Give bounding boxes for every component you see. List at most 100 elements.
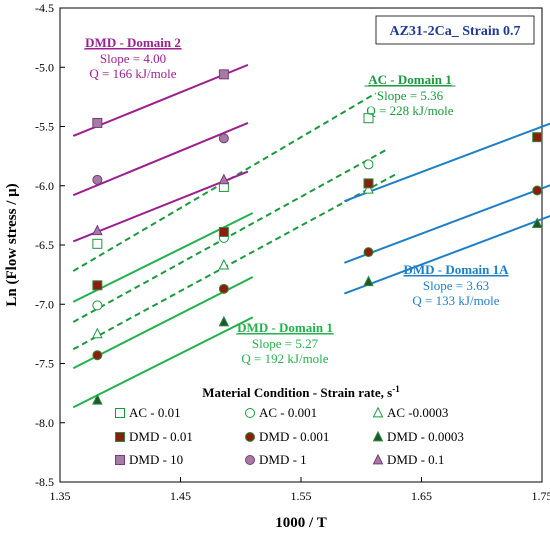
point-dmd-0-1 [92, 224, 103, 236]
annotation-title: DMD - Domain 2 [85, 35, 181, 50]
y-tick-label: -8.5 [35, 475, 54, 489]
point-dmd-1 [92, 174, 103, 185]
x-tick-label: 1.45 [170, 489, 191, 503]
annotation-slope: Slope = 3.63 [423, 278, 489, 293]
point-dmd-0-0003 [363, 275, 374, 287]
axes: 1.35 1.45 1.55 1.65 1.75 -4.5 -5.0 -5.5 -6.0 -6.5… [35, 1, 550, 503]
legend-marker [115, 455, 125, 465]
legend-item-dmd-1: DMD - 1 [245, 452, 307, 467]
legend-label: DMD - 0.0003 [387, 429, 464, 444]
y-tick-label: -8.0 [35, 416, 54, 430]
chart-title: AZ31-2Ca_ Strain 0.7 [389, 24, 520, 39]
chart-title-box: AZ31-2Ca_ Strain 0.7 [375, 15, 535, 45]
fit-line-ac [72, 171, 400, 351]
point-dmd-0-0003 [531, 217, 543, 229]
fit-line-dmd1a [344, 184, 550, 264]
legend-label: AC - 0.01 [129, 405, 181, 420]
point-ac-0-0003 [92, 327, 103, 339]
point-dmd-0-0003 [92, 393, 103, 405]
legend-marker [245, 408, 255, 418]
point-dmd-0-001 [363, 247, 374, 258]
point-ac-0-01 [92, 238, 103, 249]
legend-item-ac-0-01: AC - 0.01 [115, 405, 181, 420]
annotation-q: Q = 192 kJ/mole [241, 351, 328, 366]
annotation-title: AC - Domain 1 [368, 72, 451, 87]
y-tick-label: -7.0 [35, 297, 54, 311]
legend-item-ac-0-001: AC - 0.001 [245, 405, 317, 420]
y-tick-label: -5.0 [35, 60, 54, 74]
legend-title: Material Condition - Strain rate, s-1 [202, 384, 400, 400]
point-ac-0-0003 [363, 183, 374, 194]
x-tick-label: 1.55 [291, 489, 312, 503]
x-axis-title: 1000 / T [275, 515, 326, 531]
legend-item-dmd-0-01: DMD - 0.01 [115, 429, 193, 444]
point-ac-0-001 [363, 159, 374, 170]
legend-item-dmd-10: DMD - 10 [115, 452, 183, 467]
point-dmd-0-1 [218, 173, 230, 185]
point-dmd-10 [218, 69, 229, 80]
y-tick-label: -5.5 [35, 120, 54, 134]
point-dmd-1 [218, 133, 229, 144]
annotation-slope: Slope = 5.36 [377, 88, 444, 103]
point-dmd-0-0003 [218, 315, 230, 327]
point-dmd-0-01 [363, 178, 374, 189]
point-dmd-0-001 [218, 283, 229, 294]
point-dmd-10 [92, 117, 103, 128]
fit-line-dmd1a [344, 122, 550, 203]
annotation-title: DMD - Domain 1 [237, 320, 333, 335]
annotation-q: Q = 166 kJ/mole [89, 66, 176, 81]
legend-marker [115, 432, 125, 442]
y-tick-label: -6.0 [35, 179, 54, 193]
annotation-title: DMD - Domain 1A [403, 262, 509, 277]
legend-label: DMD - 10 [129, 452, 183, 467]
fit-line-dmd2 [72, 63, 249, 137]
y-tick-label: -7.5 [35, 357, 54, 371]
x-tick-label: 1.35 [50, 489, 71, 503]
legend-title-text: Material Condition - Strain rate, s [202, 385, 392, 400]
annotation-q: Q = 133 kJ/mole [412, 293, 499, 308]
legend-item-dmd-0-0003: DMD - 0.0003 [372, 429, 464, 444]
point-ac-0-01 [363, 113, 374, 124]
legend-label: AC -0.0003 [387, 405, 448, 420]
y-axis-title: Ln (Flow stress / μ) [4, 183, 20, 306]
y-tick-label: -4.5 [35, 1, 54, 15]
point-dmd-0-01 [92, 280, 103, 291]
legend-item-ac-0-0003: AC -0.0003 [372, 405, 448, 420]
data-points [92, 69, 543, 405]
point-dmd-0-01 [218, 226, 229, 237]
legend-label: DMD - 0.01 [129, 429, 193, 444]
y-axis-title-text: Ln (Flow stress / μ) [4, 183, 20, 306]
legend-marker [372, 406, 384, 418]
annotation-slope: Slope = 5.27 [252, 336, 319, 351]
legend-marker [372, 453, 384, 465]
legend-marker [245, 455, 255, 465]
x-tick-label: 1.65 [411, 489, 432, 503]
point-dmd-0-01 [532, 132, 543, 143]
legend-label: DMD - 0.001 [259, 429, 329, 444]
legend-title-sup: -1 [392, 384, 400, 394]
legend-item-dmd-0-001: DMD - 0.001 [245, 429, 329, 444]
point-dmd-0-001 [92, 350, 103, 361]
fit-line-dmd1a [344, 215, 550, 295]
annotation-slope: Slope = 4.00 [100, 51, 166, 66]
point-ac-0-001 [92, 300, 103, 311]
fit-line-dmd2 [72, 170, 249, 243]
legend-label: DMD - 0.1 [387, 452, 444, 467]
legend-label: AC - 0.001 [259, 405, 317, 420]
point-ac-0-0003 [218, 258, 230, 270]
legend-item-dmd-0-1: DMD - 0.1 [372, 452, 444, 467]
fit-line-dmd1 [72, 316, 254, 409]
legend-marker [245, 432, 255, 442]
point-dmd-0-001 [532, 185, 543, 196]
fit-line-dmd2 [72, 122, 249, 197]
legend-label: DMD - 1 [259, 452, 307, 467]
y-tick-label: -6.5 [35, 238, 54, 252]
legend: Material Condition - Strain rate, s-1 AC… [115, 384, 464, 467]
annotation-q: Q = 228 kJ/mole [366, 103, 453, 118]
